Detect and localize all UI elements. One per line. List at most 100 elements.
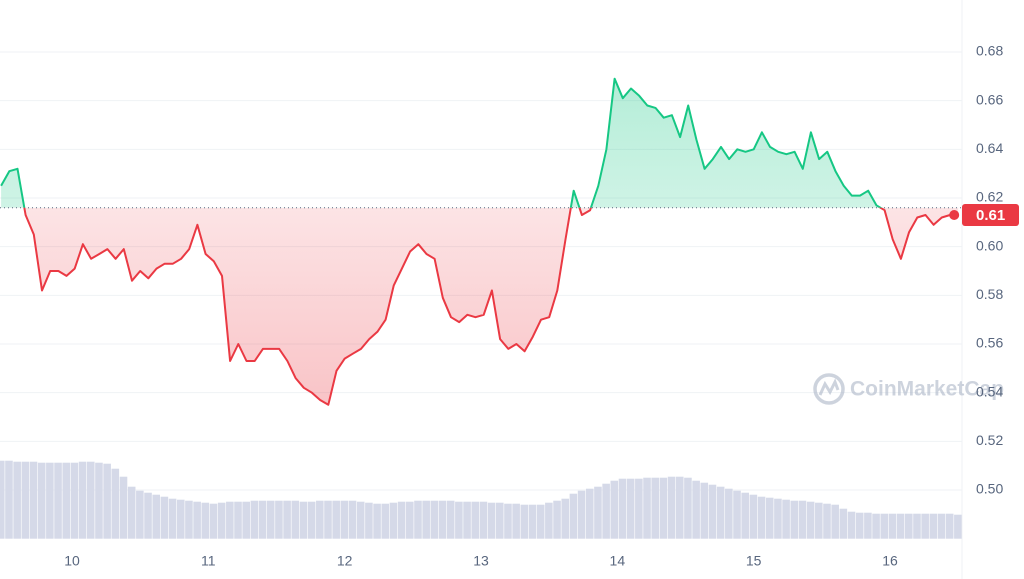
volume-bar xyxy=(324,500,332,539)
axis: 0.50 0.52 0.54 0.56 0.58 0.60 0.62 0.64 0.66 0.68… xyxy=(64,43,1019,569)
volume-bar xyxy=(242,501,250,539)
volume-bar xyxy=(504,503,512,539)
volume-bar xyxy=(283,500,291,539)
volume-bar xyxy=(945,513,954,539)
y-tick-label: 0.64 xyxy=(976,140,1003,156)
area-up xyxy=(1,78,959,208)
volume-bar xyxy=(176,499,185,539)
volume-bar xyxy=(54,462,62,539)
volume-bar xyxy=(872,513,880,539)
volume-bar xyxy=(675,476,684,539)
volume-bar xyxy=(86,461,95,539)
volume-bar xyxy=(455,501,463,539)
volume-bar xyxy=(643,477,651,539)
volume-bar xyxy=(217,502,226,539)
price-line-up xyxy=(0,77,883,208)
volume-bar xyxy=(520,504,529,539)
volume-bar xyxy=(193,501,201,539)
volume-bar xyxy=(815,502,823,539)
volume-bar xyxy=(905,513,913,539)
volume-bar xyxy=(847,511,856,539)
volume-bar xyxy=(594,486,602,539)
volume-bar xyxy=(463,501,471,539)
volume-bar xyxy=(896,513,905,539)
volume-bar xyxy=(78,461,87,539)
volume-bar xyxy=(659,477,668,539)
volume-bar xyxy=(667,476,676,539)
volume-bar xyxy=(782,499,790,539)
volume-bar xyxy=(266,500,275,539)
volume-bar xyxy=(291,500,300,539)
volume-bar xyxy=(716,486,725,539)
volume-bar xyxy=(692,480,700,539)
volume-bar xyxy=(406,501,414,539)
volume-bar xyxy=(913,513,921,539)
volume-bar xyxy=(569,493,578,539)
volume-bar xyxy=(839,508,848,539)
price-line-down xyxy=(23,207,959,406)
volume-bar xyxy=(725,488,733,539)
volume-bar xyxy=(823,503,831,539)
volume-bar xyxy=(340,500,349,539)
volume-bar xyxy=(136,490,144,539)
volume-bar xyxy=(389,502,398,539)
x-tick-label: 15 xyxy=(746,553,762,569)
volume-bar xyxy=(741,492,749,539)
volume-bar xyxy=(765,497,774,539)
volume-bar xyxy=(855,512,864,539)
volume-bar xyxy=(422,500,430,539)
volume-bar xyxy=(381,503,390,539)
volume-bar xyxy=(21,461,30,539)
volume-bar xyxy=(954,514,962,539)
volume-bar xyxy=(446,500,455,539)
volume-bar xyxy=(0,460,5,539)
volume-bar xyxy=(37,462,46,539)
volume-bar xyxy=(258,500,267,539)
volume-bar xyxy=(651,477,660,539)
current-price-dot xyxy=(949,210,960,221)
volume-bar xyxy=(553,500,561,539)
volume-bar xyxy=(209,503,218,539)
volume-bar xyxy=(528,504,537,539)
x-tick-label: 12 xyxy=(337,553,353,569)
y-tick-label: 0.60 xyxy=(976,237,1003,253)
volume-bar xyxy=(144,492,152,539)
volume-bar xyxy=(757,496,766,539)
volume-bar xyxy=(487,502,496,539)
volume-bar xyxy=(536,504,545,539)
volume-bar xyxy=(626,478,635,539)
volume-bar xyxy=(774,498,782,539)
volume-bar xyxy=(610,480,619,539)
volume-bar xyxy=(749,494,758,539)
x-tick-label: 13 xyxy=(473,553,489,569)
volume-bar xyxy=(414,500,422,539)
y-tick-label: 0.50 xyxy=(976,481,1003,497)
volume-bar xyxy=(70,462,79,539)
volume-bar xyxy=(684,477,692,539)
price-label: 0.61 xyxy=(976,207,1005,224)
volume-bar xyxy=(545,502,553,539)
watermark-text: CoinMarketCap xyxy=(850,378,1004,401)
volume-bar xyxy=(307,501,316,539)
price-area xyxy=(0,77,962,406)
volume-bar xyxy=(373,503,381,539)
volume-bar xyxy=(46,462,54,539)
x-tick-label: 11 xyxy=(201,553,216,569)
volume-bar xyxy=(95,462,103,539)
volume-bar xyxy=(152,494,161,539)
price-label-box xyxy=(962,204,1019,227)
volume-bar xyxy=(365,502,373,539)
volume-bar xyxy=(397,501,406,539)
volume-bar xyxy=(316,500,324,539)
x-tick-label: 14 xyxy=(610,553,626,569)
volume-bar xyxy=(471,501,480,539)
y-tick-label: 0.66 xyxy=(976,91,1003,107)
volume-bar xyxy=(438,500,447,539)
volume-bar xyxy=(430,500,439,539)
volume-bar xyxy=(29,461,38,539)
volume-bar xyxy=(708,484,717,539)
y-tick-label: 0.68 xyxy=(976,43,1003,59)
volume-bar xyxy=(880,513,889,539)
watermark: CoinMarketCap xyxy=(813,373,1004,405)
volume xyxy=(0,460,962,539)
